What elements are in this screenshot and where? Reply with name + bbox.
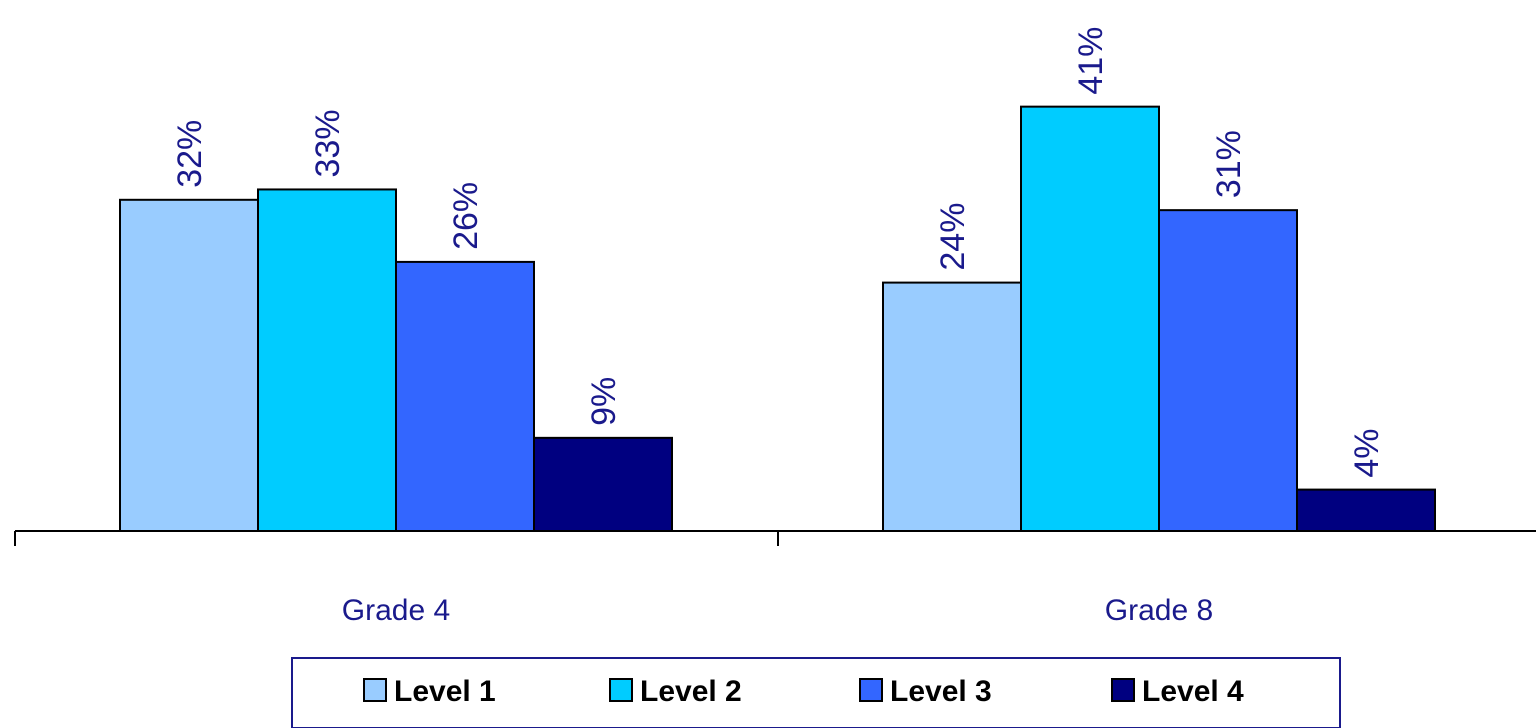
category-label: Grade 8 (1105, 594, 1213, 627)
category-labels-group: Grade 4 Grade 8 (342, 594, 1213, 627)
bar-grade-8-level-4 (1296, 488, 1436, 533)
legend-box (291, 657, 1341, 728)
value-label: 41% (1072, 27, 1110, 95)
legend-swatch-level-4 (1111, 678, 1135, 702)
bar-grade-4-level-3 (395, 260, 535, 532)
legend-label: Level 4 (1142, 675, 1244, 708)
legend-label: Level 3 (890, 675, 992, 708)
value-label: 31% (1210, 130, 1248, 198)
value-label: 33% (309, 109, 347, 177)
value-label: 9% (585, 377, 623, 426)
value-label: 24% (934, 203, 972, 271)
legend-swatch-level-3 (859, 678, 883, 702)
bar-grade-4-level-4 (533, 436, 673, 533)
value-label: 26% (447, 182, 485, 250)
value-label: 32% (171, 120, 209, 188)
bar-grade-4-level-1 (119, 198, 259, 533)
value-label: 4% (1348, 428, 1386, 477)
bar-grade-8-level-3 (1158, 209, 1298, 532)
x-axis (14, 530, 1536, 546)
value-labels-group: 32% 33% 26% 9% 24% 41% 31% 4% (171, 27, 1386, 478)
bar-grade-8-level-1 (882, 281, 1022, 532)
legend-swatch-level-1 (363, 678, 387, 702)
legend: Level 1 Level 2 Level 3 Level 4 (291, 657, 1341, 728)
legend-swatch-level-2 (609, 678, 633, 702)
category-label: Grade 4 (342, 594, 450, 627)
bar-grade-4-level-2 (257, 188, 397, 532)
legend-label: Level 2 (640, 675, 742, 708)
legend-label: Level 1 (394, 675, 496, 708)
bars-group (119, 105, 1436, 533)
bar-grade-8-level-2 (1020, 105, 1160, 533)
